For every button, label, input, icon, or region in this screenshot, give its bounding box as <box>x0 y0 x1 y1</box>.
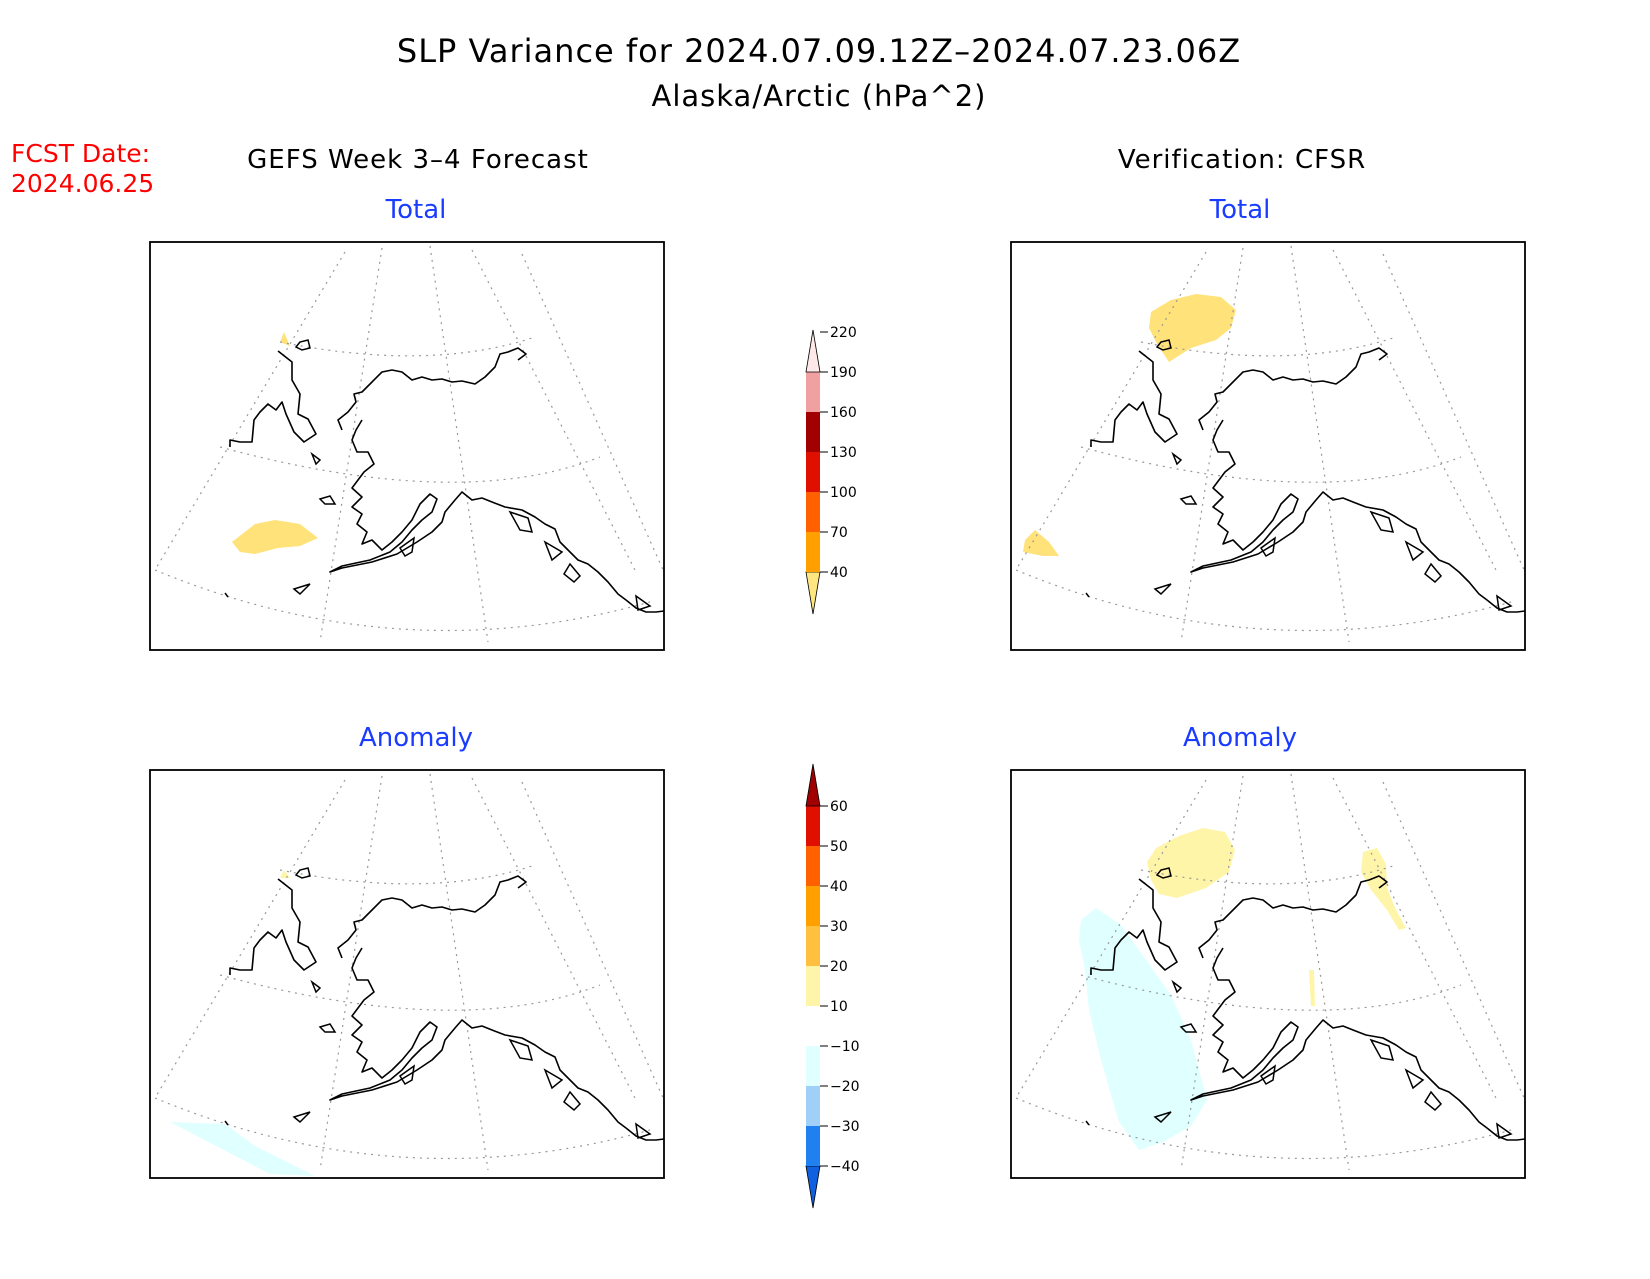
colorbar-swatch <box>806 372 820 412</box>
shade-area <box>1147 828 1235 898</box>
colorbar-swatch <box>806 412 820 452</box>
panel-label-anomaly-forecast: Anomaly <box>359 723 473 753</box>
colorbar-tick-label: 40 <box>830 565 848 581</box>
colorbar-swatch <box>806 846 820 886</box>
colorbar-swatch <box>806 1126 820 1166</box>
fcst-date-label: FCST Date: <box>11 139 150 168</box>
colorbar-swatch <box>805 1165 821 1209</box>
shade-area <box>1023 530 1059 556</box>
colorbar-tick-label: 190 <box>830 365 857 381</box>
colorbar-swatch <box>805 763 821 807</box>
shade-area <box>1309 970 1315 1006</box>
colorbar-swatch <box>806 452 820 492</box>
colorbar-swatch <box>806 492 820 532</box>
left-column-heading: GEFS Week 3–4 Forecast <box>247 145 589 175</box>
map-panel-verification-anomaly <box>1010 769 1526 1179</box>
colorbar-tick-label: 20 <box>830 959 848 975</box>
colorbar-swatch <box>806 1006 820 1046</box>
subtitle: Alaska/Arctic (hPa^2) <box>652 79 987 113</box>
colorbar-tick-label: −10 <box>830 1039 860 1055</box>
colorbar-swatch <box>806 886 820 926</box>
shade-area <box>232 520 318 554</box>
panel-label-total-verification: Total <box>1209 195 1271 225</box>
colorbar-swatch <box>806 806 820 846</box>
colorbar-tick-label: 160 <box>830 405 857 421</box>
colorbar-anomaly: −40 −30 −20 −10 10 20 30 40 50 60 <box>805 763 860 1209</box>
colorbar-tick-label: −30 <box>830 1119 860 1135</box>
shade-area <box>1079 908 1207 1150</box>
fcst-date-value: 2024.06.25 <box>11 169 154 198</box>
panel-label-anomaly-verification: Anomaly <box>1183 723 1297 753</box>
colorbar-tick-label: 10 <box>830 999 848 1015</box>
colorbar-tick-label: 30 <box>830 919 848 935</box>
main-title: SLP Variance for 2024.07.09.12Z–2024.07.… <box>397 32 1241 70</box>
colorbar-tick-label: 40 <box>830 879 848 895</box>
panel-label-total-forecast: Total <box>385 195 447 225</box>
map-panel-forecast-anomaly <box>149 769 665 1179</box>
map-panel-verification-total <box>1010 241 1526 651</box>
colorbar-tick-label: 130 <box>830 445 857 461</box>
shade-area <box>170 1122 315 1176</box>
right-column-heading: Verification: CFSR <box>1118 145 1366 175</box>
map-panel-forecast-total <box>149 241 665 651</box>
shade-area <box>280 870 290 878</box>
colorbar-total: 40 70 100 130 160 190 220 <box>805 325 857 615</box>
colorbar-tick-label: 220 <box>830 325 857 341</box>
colorbar-tick-label: 100 <box>830 485 857 501</box>
colorbar-tick-label: 50 <box>830 839 848 855</box>
colorbar-tick-label: 70 <box>830 525 848 541</box>
shade-area <box>280 332 290 346</box>
colorbar-tick-label: −20 <box>830 1079 860 1095</box>
colorbar-swatch <box>806 966 820 1006</box>
shade-area <box>1361 848 1406 930</box>
colorbar-swatch <box>806 1086 820 1126</box>
colorbar-swatch <box>805 329 821 373</box>
colorbar-swatch <box>806 1046 820 1086</box>
colorbar-swatch <box>806 532 820 572</box>
colorbar-tick-label: −40 <box>830 1159 860 1175</box>
colorbar-swatch <box>805 571 821 615</box>
colorbar-tick-label: 60 <box>830 799 848 815</box>
colorbar-swatch <box>806 926 820 966</box>
